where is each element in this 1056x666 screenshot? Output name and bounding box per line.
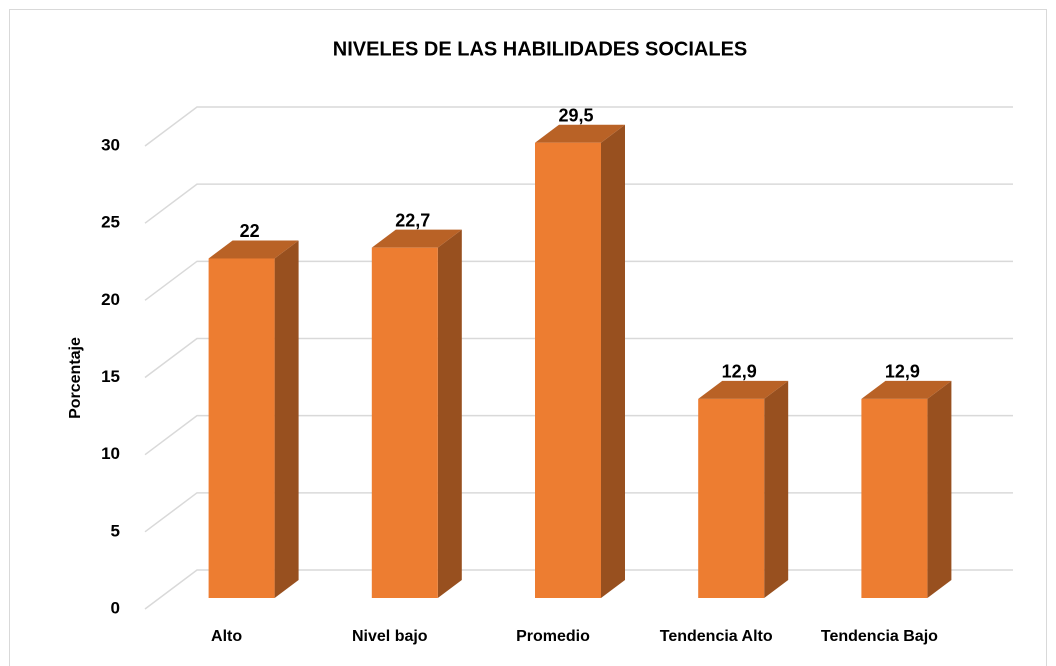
bar-side — [601, 124, 625, 598]
bar-front — [861, 398, 928, 598]
data-label: 29,5 — [558, 105, 593, 125]
bar-top — [371, 229, 462, 248]
bar-front — [535, 142, 601, 598]
bar-top — [698, 380, 789, 399]
bar — [698, 380, 789, 598]
bar-top — [861, 380, 952, 399]
bar-side — [764, 380, 789, 598]
bar — [535, 124, 625, 598]
data-label: 12,9 — [722, 362, 757, 382]
chart-title: NIVELES DE LAS HABILIDADES SOCIALES — [333, 38, 748, 60]
bar-side — [437, 229, 462, 598]
bar-front — [208, 258, 275, 598]
y-tick-label: 30 — [101, 135, 120, 154]
grid-line — [144, 337, 1013, 379]
x-tick-label: Nivel bajo — [352, 628, 428, 645]
y-tick-label: 0 — [111, 598, 120, 617]
y-tick-label: 15 — [101, 367, 120, 386]
x-tick-label: Tendencia Bajo — [821, 628, 938, 645]
y-axis-label: Porcentaje — [67, 337, 84, 419]
x-tick-label: Promedio — [516, 628, 590, 645]
x-tick-label: Tendencia Alto — [660, 628, 773, 645]
data-label: 12,9 — [885, 362, 920, 382]
data-label: 22 — [240, 221, 260, 241]
y-tick-label: 20 — [101, 290, 120, 309]
bar-front — [698, 398, 765, 598]
grid-line — [144, 260, 1013, 301]
bar-side — [274, 240, 299, 598]
y-tick-label: 5 — [111, 521, 120, 540]
bar-top — [535, 124, 625, 143]
y-tick-label: 10 — [101, 444, 120, 463]
grid-line — [144, 106, 1013, 147]
y-tick-label: 25 — [101, 213, 120, 232]
bar — [208, 240, 299, 598]
bar — [371, 229, 462, 598]
bar-side — [927, 380, 952, 598]
bar — [861, 380, 952, 598]
data-label: 22,7 — [395, 210, 430, 230]
grid-line — [144, 183, 1013, 224]
x-tick-label: Alto — [211, 628, 242, 645]
bar-top — [208, 240, 299, 259]
bar-front — [371, 247, 438, 598]
